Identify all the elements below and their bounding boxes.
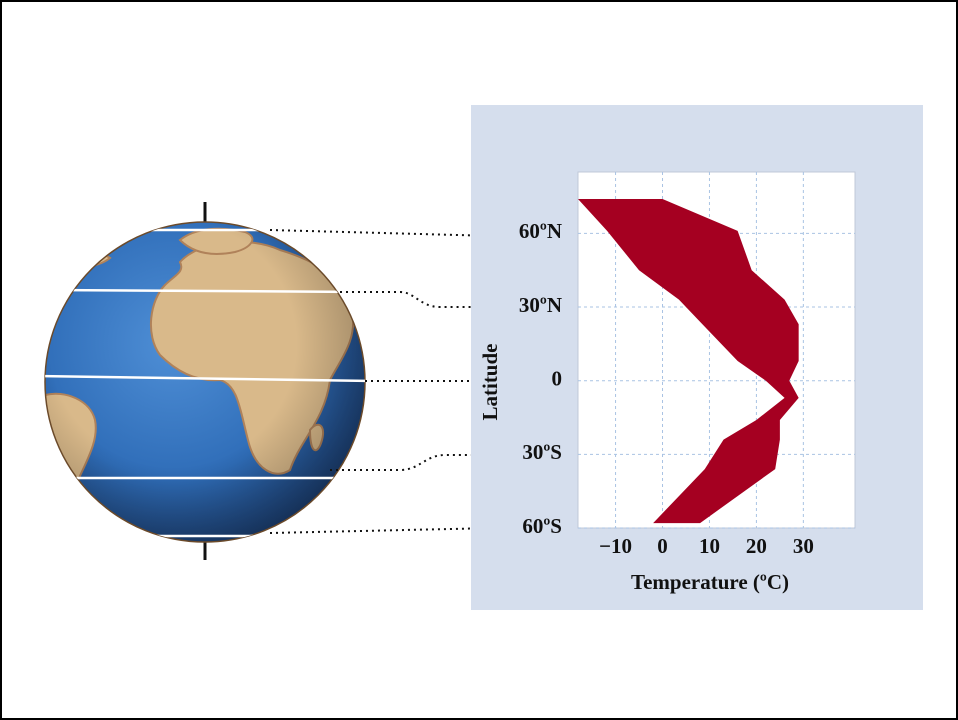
y-tick-label: 30ºS: [522, 440, 562, 464]
temperature-band: [578, 199, 799, 524]
x-tick-label: −10: [599, 534, 632, 558]
x-tick-label: 0: [657, 534, 668, 558]
x-axis-label: Temperature (ºC): [631, 570, 789, 594]
x-tick-label: 10: [699, 534, 720, 558]
y-tick-label: 30ºN: [519, 293, 562, 317]
x-tick-label: 20: [746, 534, 767, 558]
y-tick-label: 60ºN: [519, 219, 562, 243]
y-tick-label: 0: [552, 367, 563, 391]
chart: −10 0 10 20 30 60ºN 30ºN 0 30ºS 60ºS: [519, 172, 855, 558]
y-axis-label: Latitude: [478, 343, 502, 420]
y-tick-label: 60ºS: [522, 514, 562, 538]
x-tick-label: 30: [793, 534, 814, 558]
